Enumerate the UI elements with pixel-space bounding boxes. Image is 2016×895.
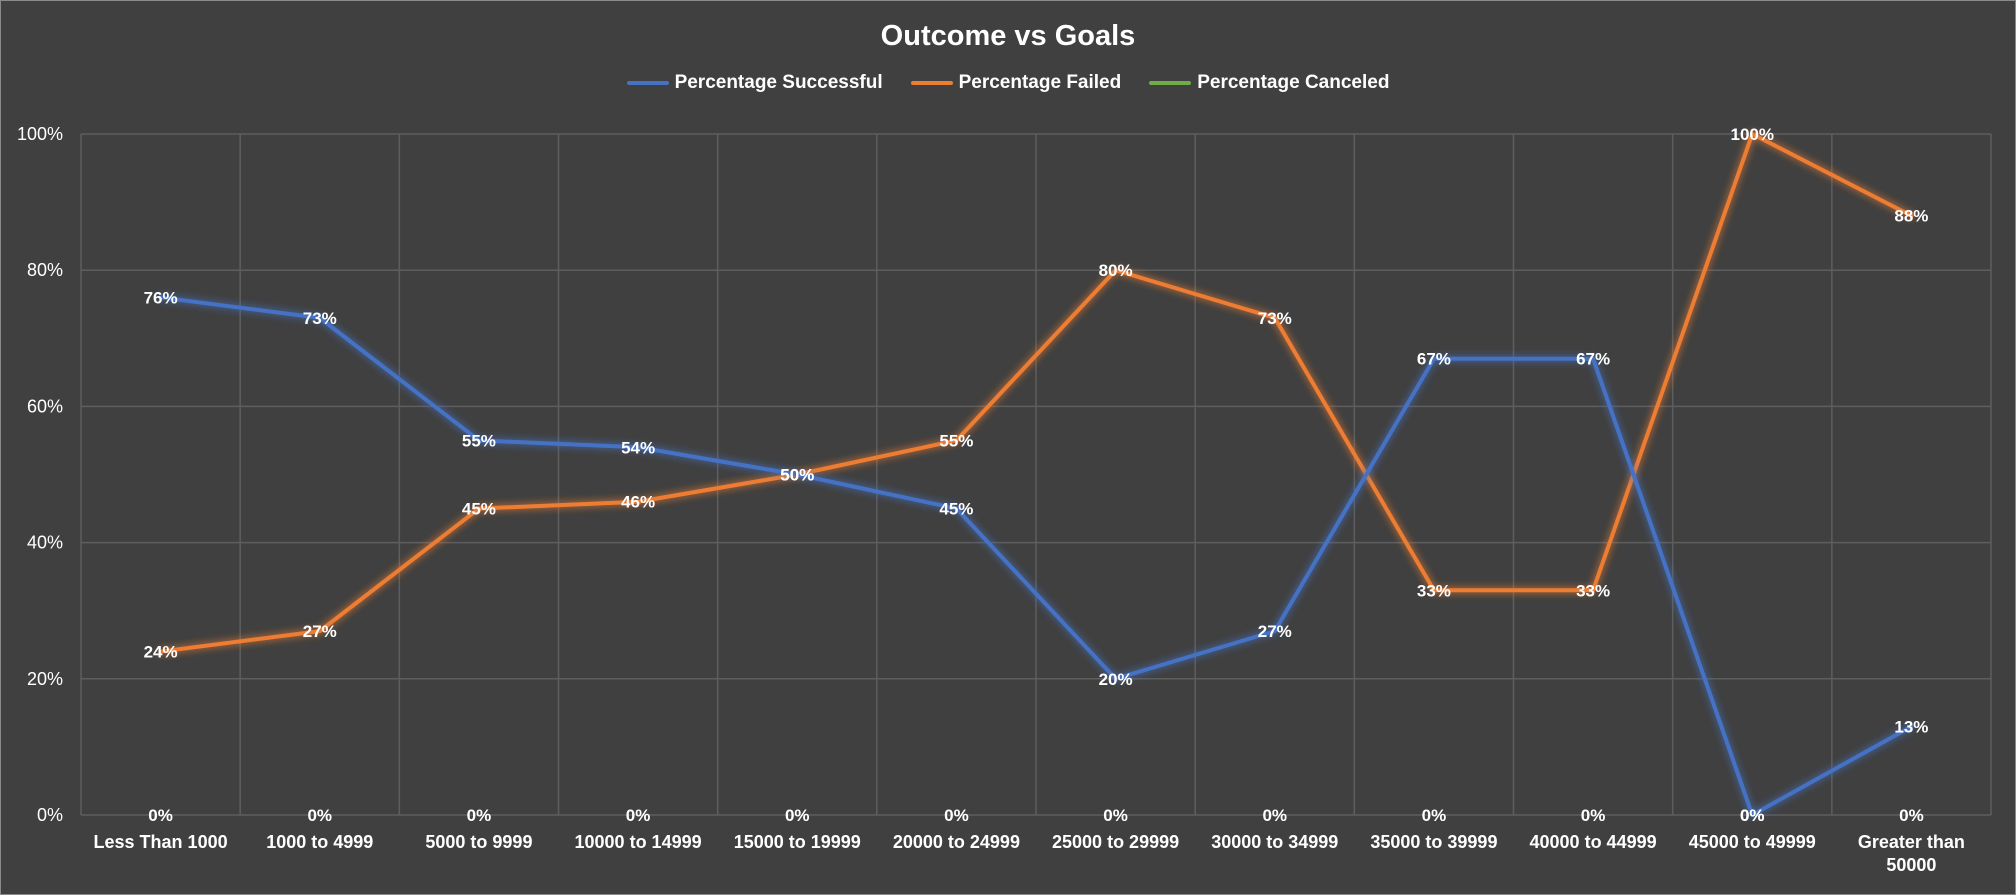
x-tick-label-line: 25000 to 29999 bbox=[1052, 832, 1179, 852]
data-label-percentage-successful: 73% bbox=[303, 309, 337, 328]
data-label-percentage-failed: 88% bbox=[1894, 207, 1928, 226]
x-tick-label: 25000 to 29999 bbox=[1052, 832, 1179, 852]
legend-label-failed: Percentage Failed bbox=[958, 72, 1122, 93]
legend-swatch-failed bbox=[910, 81, 953, 85]
legend: Percentage Successful Percentage Failed … bbox=[0, 72, 2016, 94]
legend-item-failed: Percentage Failed bbox=[910, 72, 1122, 94]
y-tick-label: 60% bbox=[27, 396, 63, 416]
data-label-percentage-canceled: 0% bbox=[307, 806, 332, 825]
x-tick-label: 1000 to 4999 bbox=[266, 832, 373, 852]
data-label-percentage-failed: 55% bbox=[939, 431, 973, 450]
y-tick-label: 0% bbox=[37, 805, 63, 825]
legend-item-canceled: Percentage Canceled bbox=[1149, 72, 1389, 94]
x-tick-label: 45000 to 49999 bbox=[1689, 832, 1816, 852]
data-label-percentage-successful: 27% bbox=[1258, 622, 1292, 641]
y-tick-label: 20% bbox=[27, 669, 63, 689]
data-label-percentage-canceled: 0% bbox=[1262, 806, 1287, 825]
data-label-percentage-canceled: 0% bbox=[1103, 806, 1128, 825]
x-tick-label-line: 35000 to 39999 bbox=[1370, 832, 1497, 852]
x-tick-label: 5000 to 9999 bbox=[425, 832, 532, 852]
x-tick-label-line: 5000 to 9999 bbox=[425, 832, 532, 852]
data-label-percentage-canceled: 0% bbox=[1899, 806, 1924, 825]
data-label-percentage-canceled: 0% bbox=[785, 806, 810, 825]
x-tick-label-line: 20000 to 24999 bbox=[893, 832, 1020, 852]
x-tick-label: Less Than 1000 bbox=[94, 832, 228, 852]
x-tick-label: Greater than 50000 bbox=[1858, 832, 1965, 875]
x-tick-label-line: 15000 to 19999 bbox=[734, 832, 861, 852]
data-label-percentage-successful: 55% bbox=[462, 431, 496, 450]
x-tick-label-line: 30000 to 34999 bbox=[1211, 832, 1338, 852]
x-tick-label-line: Less Than 1000 bbox=[94, 832, 228, 852]
data-label-percentage-successful: 0% bbox=[1740, 806, 1765, 825]
data-label-percentage-canceled: 0% bbox=[1422, 806, 1447, 825]
series-line-percentage-failed bbox=[158, 132, 1914, 654]
data-label-percentage-failed: 45% bbox=[462, 500, 496, 519]
data-label-percentage-successful: 20% bbox=[1099, 670, 1133, 689]
legend-item-successful: Percentage Successful bbox=[626, 72, 883, 94]
chart-title: Outcome vs Goals bbox=[880, 20, 1136, 52]
data-label-percentage-canceled: 0% bbox=[1740, 806, 1765, 825]
x-tick-label: 35000 to 39999 bbox=[1370, 832, 1497, 852]
x-tick-label: 30000 to 34999 bbox=[1211, 832, 1338, 852]
x-tick-label: 10000 to 14999 bbox=[575, 832, 702, 852]
x-tick-label-line: 50000 bbox=[1886, 855, 1936, 875]
x-tick-label-line: Greater than bbox=[1858, 832, 1965, 852]
legend-swatch-canceled bbox=[1149, 81, 1192, 85]
data-label-percentage-successful: 13% bbox=[1894, 717, 1928, 736]
data-label-percentage-successful: 67% bbox=[1576, 350, 1610, 369]
data-label-percentage-failed: 27% bbox=[303, 622, 337, 641]
data-label-percentage-failed: 50% bbox=[780, 466, 814, 485]
data-label-percentage-successful: 67% bbox=[1417, 350, 1451, 369]
data-label-percentage-failed: 100% bbox=[1731, 125, 1774, 144]
data-label-percentage-canceled: 0% bbox=[148, 806, 173, 825]
y-tick-label: 80% bbox=[27, 260, 63, 280]
data-label-percentage-canceled: 0% bbox=[626, 806, 651, 825]
x-tick-label: 40000 to 44999 bbox=[1530, 832, 1657, 852]
series-line-percentage-successful bbox=[158, 295, 1914, 817]
x-tick-label-line: 10000 to 14999 bbox=[575, 832, 702, 852]
data-label-percentage-canceled: 0% bbox=[944, 806, 969, 825]
data-label-percentage-successful: 50% bbox=[780, 466, 814, 485]
data-label-percentage-canceled: 0% bbox=[467, 806, 492, 825]
data-label-percentage-failed: 33% bbox=[1576, 581, 1610, 600]
x-tick-label-line: 1000 to 4999 bbox=[266, 832, 373, 852]
data-label-percentage-canceled: 0% bbox=[1581, 806, 1606, 825]
x-tick-label-line: 40000 to 44999 bbox=[1530, 832, 1657, 852]
data-label-percentage-failed: 80% bbox=[1099, 261, 1133, 280]
y-tick-label: 40% bbox=[27, 533, 63, 553]
x-tick-label-line: 45000 to 49999 bbox=[1689, 832, 1816, 852]
data-label-percentage-successful: 76% bbox=[144, 288, 178, 307]
data-label-percentage-failed: 73% bbox=[1258, 309, 1292, 328]
data-label-percentage-successful: 45% bbox=[939, 500, 973, 519]
legend-label-successful: Percentage Successful bbox=[674, 72, 883, 93]
data-label-percentage-failed: 24% bbox=[144, 643, 178, 662]
y-tick-label: 100% bbox=[17, 124, 63, 144]
data-label-percentage-failed: 33% bbox=[1417, 581, 1451, 600]
data-label-percentage-successful: 54% bbox=[621, 438, 655, 457]
legend-label-canceled: Percentage Canceled bbox=[1197, 72, 1390, 93]
x-tick-label: 15000 to 19999 bbox=[734, 832, 861, 852]
legend-swatch-successful bbox=[626, 81, 669, 85]
data-label-percentage-failed: 46% bbox=[621, 493, 655, 512]
x-tick-label: 20000 to 24999 bbox=[893, 832, 1020, 852]
